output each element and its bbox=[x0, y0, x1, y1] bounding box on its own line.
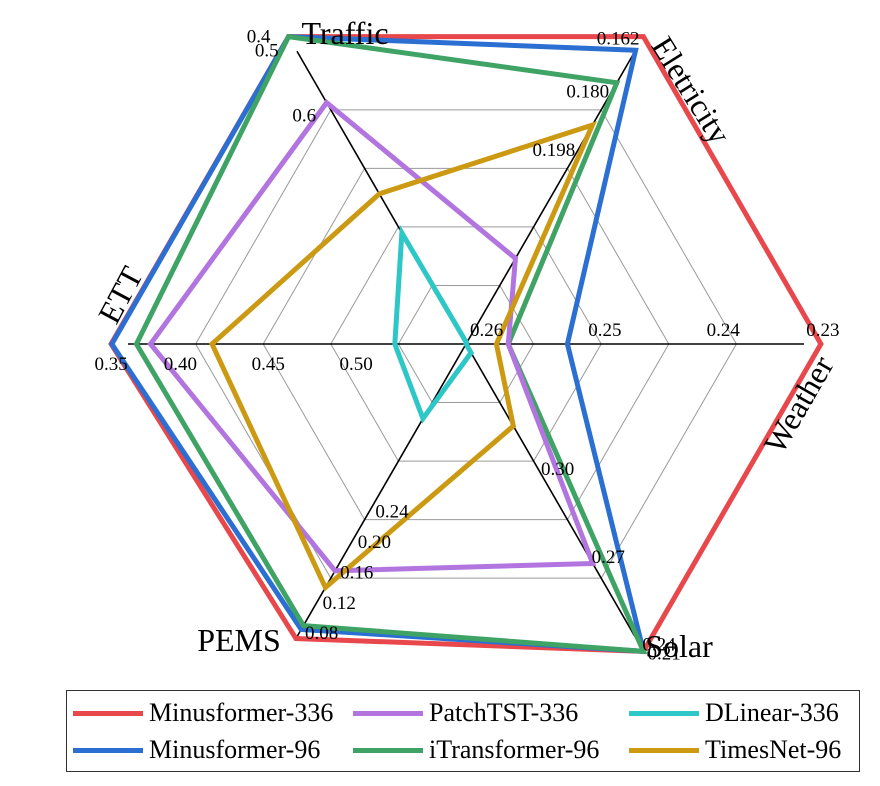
tick-label: 0.30 bbox=[541, 459, 574, 480]
legend-label: DLinear-336 bbox=[705, 698, 839, 727]
series-itransformer-96 bbox=[133, 33, 648, 655]
tick-label: 0.24 bbox=[642, 635, 676, 656]
legend-swatch bbox=[73, 747, 143, 753]
legend-swatch bbox=[629, 710, 699, 716]
legend-swatch bbox=[353, 747, 423, 753]
legend-item-dlinear-336: DLinear-336 bbox=[629, 695, 839, 731]
tick-label: 0.16 bbox=[340, 562, 373, 583]
tick-label: 0.23 bbox=[806, 320, 839, 341]
axis-name-pems: PEMS bbox=[197, 622, 281, 658]
tick-label: 0.40 bbox=[164, 354, 197, 375]
tick-label: 0.20 bbox=[358, 532, 391, 553]
series-layer bbox=[108, 33, 824, 655]
tick-label: 0.08 bbox=[305, 623, 338, 644]
legend-item-minusformer-96: Minusformer-96 bbox=[73, 732, 320, 768]
axis-spoke bbox=[465, 343, 636, 638]
legend-item-minusformer-336: Minusformer-336 bbox=[73, 695, 333, 731]
tick-labels: 0.40.5 0.6 0.162 0.180 0.198 0.23 0.24 0.25 0.26… bbox=[94, 27, 839, 665]
legend-item-timesnet-96: TimesNet-96 bbox=[629, 732, 841, 768]
axis-name-eletricity: Eletricity bbox=[645, 30, 739, 150]
tick-label: 0.25 bbox=[588, 320, 621, 341]
legend-label: PatchTST-336 bbox=[429, 698, 579, 727]
tick-label: 0.24 bbox=[707, 320, 741, 341]
tick-label: 0.180 bbox=[566, 81, 609, 102]
tick-label: 0.35 bbox=[94, 354, 127, 375]
series-dlinear-336 bbox=[392, 224, 475, 424]
axis-name-solar: Solar bbox=[645, 628, 713, 664]
tick-label: 0.45 bbox=[252, 354, 285, 375]
legend-swatch bbox=[353, 710, 423, 716]
series-timesnet-96 bbox=[208, 120, 597, 592]
legend-item-patchtst-336: PatchTST-336 bbox=[353, 695, 578, 731]
series-patchtst-336 bbox=[147, 99, 597, 574]
axis-name-traffic: Traffic bbox=[301, 15, 388, 51]
axis-spoke bbox=[465, 50, 636, 345]
tick-label: 0.27 bbox=[592, 547, 625, 568]
legend-swatch bbox=[73, 710, 143, 716]
tick-label: 0.5 bbox=[255, 41, 279, 62]
chart-legend: Minusformer-336 PatchTST-336 DLinear-336… bbox=[66, 690, 860, 772]
tick-label: 0.26 bbox=[470, 320, 503, 341]
tick-label: 0.21 bbox=[647, 643, 680, 664]
legend-label: TimesNet-96 bbox=[705, 735, 842, 764]
radar-chart: 0.40.5 0.6 0.162 0.180 0.198 0.23 0.24 0.25 0.26… bbox=[91, 15, 841, 665]
legend-label: Minusformer-336 bbox=[149, 698, 334, 727]
tick-label: 0.12 bbox=[323, 593, 356, 614]
legend-label: Minusformer-96 bbox=[149, 735, 321, 764]
tick-label: 0.162 bbox=[597, 29, 640, 50]
tick-label: 0.24 bbox=[375, 501, 409, 522]
legend-item-itransformer-96: iTransformer-96 bbox=[353, 732, 599, 768]
tick-label: 0.4 bbox=[247, 27, 271, 48]
axis-name-weather: Weather bbox=[756, 349, 840, 459]
legend-swatch bbox=[629, 747, 699, 753]
tick-label: 0.6 bbox=[292, 106, 316, 127]
legend-label: iTransformer-96 bbox=[429, 735, 600, 764]
tick-label: 0.198 bbox=[533, 140, 576, 161]
tick-label: 0.50 bbox=[340, 354, 373, 375]
